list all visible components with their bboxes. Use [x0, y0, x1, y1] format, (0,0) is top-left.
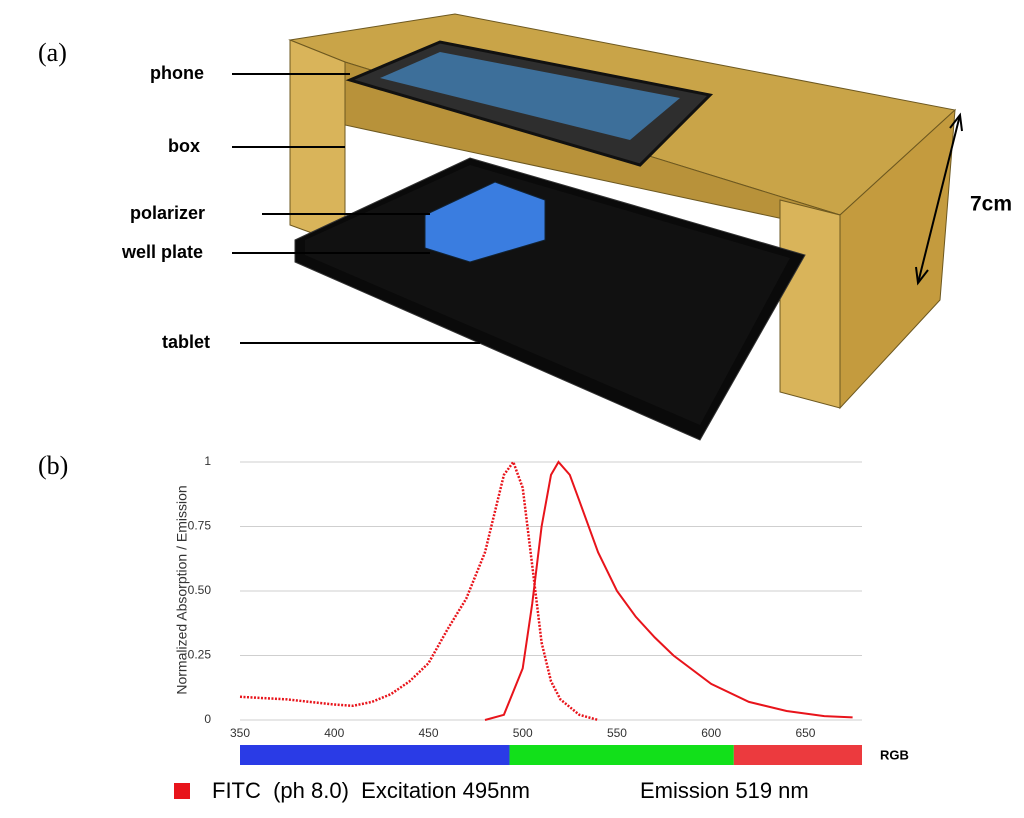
y-tick-label: 0.75	[188, 519, 212, 533]
x-tick-label: 400	[324, 726, 344, 740]
color-band	[733, 745, 862, 765]
legend-swatch	[174, 783, 190, 799]
legend-label: Emission 519 nm	[640, 778, 809, 803]
y-tick-label: 0	[204, 712, 211, 726]
arrow-head	[949, 112, 963, 132]
legend-label: FITC (ph 8.0) Excitation 495nm	[212, 778, 530, 803]
x-tick-label: 450	[418, 726, 438, 740]
height-label: 7cm	[970, 193, 1012, 216]
panel-label: (a)	[38, 38, 67, 67]
panel-label: (b)	[38, 451, 68, 480]
part-label: tablet	[162, 332, 210, 352]
x-tick-label: 600	[701, 726, 721, 740]
x-tick-label: 550	[607, 726, 627, 740]
data-line	[239, 459, 599, 722]
illustration	[232, 13, 963, 441]
part-label: box	[168, 136, 200, 156]
color-band	[240, 745, 510, 765]
x-tick-label: 650	[795, 726, 815, 740]
y-tick-label: 0.50	[188, 583, 212, 597]
arrow-head	[915, 266, 929, 286]
y-tick-label: 0.25	[188, 648, 212, 662]
y-tick-label: 1	[204, 454, 211, 468]
y-axis-label: Normalized Absorption / Emission	[174, 485, 190, 694]
part-label: phone	[150, 63, 204, 83]
part-label: well plate	[121, 242, 203, 262]
phone-screen	[380, 52, 680, 140]
well-plate	[424, 181, 546, 263]
x-tick-label: 500	[513, 726, 533, 740]
data-line	[484, 460, 853, 721]
box-right-front	[779, 199, 841, 409]
height-arrow	[917, 114, 961, 284]
x-tick-label: 350	[230, 726, 250, 740]
color-bar-label: RGB	[880, 747, 909, 762]
box-right-side	[839, 108, 956, 410]
part-label: polarizer	[130, 203, 205, 223]
color-band	[509, 745, 734, 765]
